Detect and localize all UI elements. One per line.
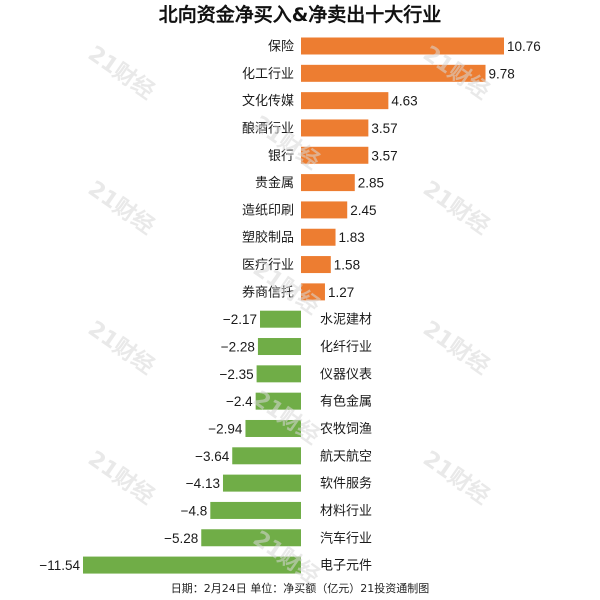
category-label-13: 有色金属 bbox=[320, 394, 372, 410]
category-label-19: 电子元件 bbox=[320, 559, 372, 574]
bar-15 bbox=[232, 447, 301, 465]
bar-10 bbox=[260, 310, 301, 328]
value-label-7: 1.83 bbox=[339, 230, 365, 245]
category-label-18: 汽车行业 bbox=[320, 530, 372, 546]
category-label-14: 农牧饲渔 bbox=[320, 422, 372, 437]
category-label-15: 航天航空 bbox=[320, 448, 372, 464]
value-label-17: −4.8 bbox=[181, 503, 208, 518]
category-label-17: 材料行业 bbox=[320, 504, 372, 519]
value-label-6: 2.45 bbox=[350, 203, 376, 218]
bar-19 bbox=[83, 556, 301, 574]
bar-1 bbox=[301, 64, 486, 82]
bar-6 bbox=[301, 201, 348, 219]
chart-footer: 日期：2月24日 单位：净买额（亿元）21投资通制图 bbox=[170, 582, 430, 595]
category-label-16: 软件服务 bbox=[320, 476, 372, 492]
bar-11 bbox=[257, 338, 301, 356]
bar-8 bbox=[301, 256, 331, 274]
value-label-1: 9.78 bbox=[489, 66, 515, 81]
bar-16 bbox=[222, 474, 301, 492]
bar-13 bbox=[255, 392, 301, 410]
category-label-10: 水泥建材 bbox=[320, 313, 372, 328]
category-label-8: 医疗行业 bbox=[242, 258, 294, 273]
category-label-12: 仪器仪表 bbox=[320, 367, 372, 382]
value-label-10: −2.17 bbox=[223, 312, 257, 327]
labels-layer: 保险 10.76 化工行业 9.78 文化传媒 4.63 酿酒行业 3.57 银行 3.57 贵金属… bbox=[39, 39, 540, 574]
value-label-11: −2.28 bbox=[221, 340, 255, 355]
category-label-11: 化纤行业 bbox=[320, 340, 372, 355]
value-label-3: 3.57 bbox=[371, 121, 397, 136]
bar-18 bbox=[201, 529, 301, 547]
category-label-1: 化工行业 bbox=[242, 67, 294, 82]
bar-2 bbox=[301, 92, 389, 110]
bar-3 bbox=[301, 119, 369, 137]
bar-7 bbox=[301, 228, 336, 246]
bars-layer bbox=[83, 37, 504, 574]
value-label-12: −2.35 bbox=[219, 367, 253, 382]
chart-title: 北向资金净买入&净卖出十大行业 bbox=[158, 4, 442, 26]
bar-9 bbox=[301, 283, 325, 301]
category-label-7: 塑胶制品 bbox=[242, 230, 294, 246]
bar-5 bbox=[301, 174, 355, 192]
value-label-13: −2.4 bbox=[226, 394, 253, 409]
value-label-8: 1.58 bbox=[334, 258, 360, 273]
value-label-14: −2.94 bbox=[208, 421, 243, 436]
value-label-15: −3.64 bbox=[195, 449, 230, 464]
bar-4 bbox=[301, 146, 369, 164]
category-label-0: 保险 bbox=[268, 40, 294, 55]
category-label-5: 贵金属 bbox=[255, 175, 294, 191]
category-label-9: 券商信托 bbox=[242, 284, 294, 300]
bar-14 bbox=[245, 419, 301, 437]
category-label-2: 文化传媒 bbox=[242, 94, 294, 109]
value-label-2: 4.63 bbox=[391, 94, 417, 109]
value-label-18: −5.28 bbox=[164, 531, 198, 546]
value-label-9: 1.27 bbox=[328, 285, 354, 300]
category-label-6: 造纸印刷 bbox=[242, 203, 294, 218]
bar-0 bbox=[301, 37, 504, 55]
bar-12 bbox=[256, 365, 301, 383]
category-label-4: 银行 bbox=[268, 149, 294, 164]
value-label-16: −4.13 bbox=[186, 476, 220, 491]
value-label-5: 2.85 bbox=[358, 176, 384, 191]
bar-17 bbox=[210, 501, 301, 519]
value-label-0: 10.76 bbox=[507, 39, 541, 54]
category-label-3: 酿酒行业 bbox=[242, 120, 294, 136]
value-label-4: 3.57 bbox=[371, 148, 397, 163]
value-label-19: −11.54 bbox=[39, 558, 80, 573]
